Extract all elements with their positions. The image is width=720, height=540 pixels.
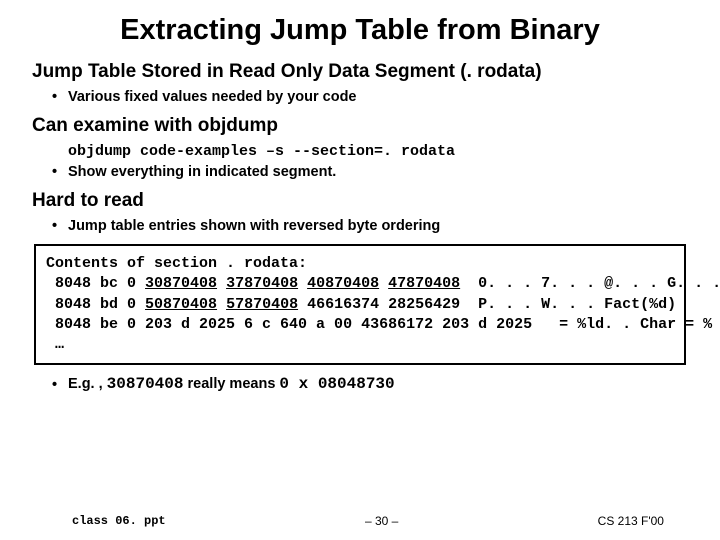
code-ellipsis: … [46,336,64,353]
eg-mid: really means [183,376,279,392]
r2-addr: 8048 bd 0 [46,296,145,313]
r3-txt: = %ld. . Char = % [532,316,712,333]
r3-rest: 203 d 2025 6 c 640 a 00 43686172 203 d 2… [145,316,532,333]
r3-addr: 8048 be 0 [46,316,145,333]
bullet-fixed-values: Various fixed values needed by your code [68,89,696,105]
bullet-show-segment: Show everything in indicated segment. [68,164,696,180]
heading-objdump: Can examine with objdump [32,115,696,137]
footer-page-number: – 30 – [365,514,398,528]
objdump-command: objdump code-examples –s --section=. rod… [68,143,696,160]
heading-rodata: Jump Table Stored in Read Only Data Segm… [32,61,696,83]
rodata-dump: Contents of section . rodata: 8048 bc 0 … [34,244,686,365]
footer-course: CS 213 F'00 [598,514,664,528]
slide-title: Extracting Jump Table from Binary [24,14,696,47]
eg-code2: 0 x 08048730 [279,375,394,393]
r1-c: 40870408 [307,275,379,292]
r1-txt: 0. . . 7. . . @. . . G. . . [460,275,720,292]
r1-b: 37870408 [226,275,298,292]
slide-footer: class 06. ppt – 30 – CS 213 F'00 [0,514,720,528]
r1-d: 47870408 [388,275,460,292]
r2-c: 46616374 28256429 [307,296,460,313]
eg-code1: 30870408 [107,375,184,393]
r2-a: 50870408 [145,296,217,313]
heading-hard-to-read: Hard to read [32,190,696,212]
code-line1: Contents of section . rodata: [46,255,307,272]
footer-filename: class 06. ppt [72,514,166,528]
r2-txt: P. . . W. . . Fact(%d) [460,296,676,313]
r2-b: 57870408 [226,296,298,313]
eg-pre: E.g. , [68,376,107,392]
bullet-byte-ordering: Jump table entries shown with reversed b… [68,218,696,234]
r1-a: 30870408 [145,275,217,292]
r1-addr: 8048 bc 0 [46,275,145,292]
bullet-example: E.g. , 30870408 really means 0 x 0804873… [68,375,696,393]
